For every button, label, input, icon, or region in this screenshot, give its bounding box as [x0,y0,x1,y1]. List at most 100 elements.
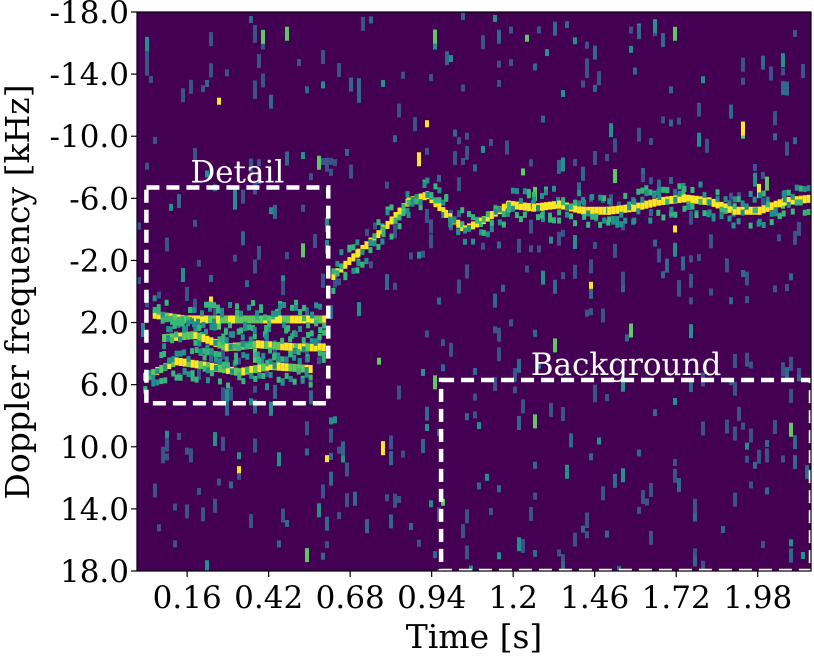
noise-cell [737,406,741,421]
signal-cell [174,357,179,366]
signal-spread-cell [180,315,185,322]
noise-cell [333,159,337,167]
noise-cell [229,481,233,489]
signal-spread-cell [547,216,552,223]
noise-cell [425,406,429,421]
noise-cell [349,164,353,179]
signal-spread-cell [577,200,582,207]
signal-cell [280,362,285,371]
noise-cell [381,79,385,87]
signal-spread-cell [343,271,348,278]
noise-cell [741,121,745,136]
signal-spread-cell [561,197,566,204]
signal-spread-cell [292,378,297,385]
signal-spread-cell [736,196,741,203]
noise-cell [497,552,501,560]
noise-cell [457,279,461,294]
noise-cell [241,189,245,204]
noise-cell [509,59,513,67]
signal-spread-cell [156,308,161,315]
noise-cell [665,258,669,273]
noise-cell [325,455,329,463]
signal-spread-cell [209,324,214,331]
signal-cell [602,206,607,215]
signal-spread-cell [471,238,476,245]
signal-cell [806,194,811,203]
noise-cell [641,489,645,504]
signal-spread-cell [765,196,770,203]
noise-cell [189,79,193,94]
signal-spread-cell [192,307,197,314]
heatmap-cells [137,12,811,571]
noise-cell [461,524,465,539]
noise-cell [649,530,653,545]
signal-spread-cell [216,304,221,311]
signal-cell [208,315,213,324]
signal-spread-cell [777,213,782,220]
signal-spread-cell [313,338,318,345]
noise-cell [321,50,325,65]
signal-spread-cell [317,333,322,340]
signal-spread-cell [213,364,218,371]
signal-cell [636,202,641,211]
signal-cell [723,203,728,212]
noise-cell [369,16,373,24]
signal-spread-cell [539,212,544,219]
signal-cell [577,205,582,214]
noise-cell [197,365,201,380]
noise-cell [673,458,677,466]
noise-cell [565,464,569,472]
noise-cell [593,45,597,60]
noise-cell [465,145,469,160]
signal-spread-cell [636,188,641,195]
noise-cell [733,492,737,507]
signal-cell [162,334,167,343]
noise-cell [201,85,205,93]
noise-cell [253,80,257,95]
signal-cell [202,361,207,370]
noise-cell [153,136,157,144]
noise-cell [493,326,497,334]
signal-spread-cell [397,223,402,230]
noise-cell [765,487,769,495]
signal-spread-cell [278,303,283,310]
signal-spread-cell [178,350,183,357]
signal-spread-cell [611,218,616,225]
signal-spread-cell [241,352,246,359]
noise-cell [337,278,341,286]
signal-cell [293,343,298,352]
noise-cell [213,432,217,447]
signal-spread-cell [213,356,218,363]
signal-spread-cell [193,339,198,346]
x-tick-label: 0.68 [316,580,385,616]
signal-spread-cell [406,211,411,218]
signal-spread-cell [257,372,262,379]
signal-spread-cell [806,185,811,192]
annotation-label-detail: Detail [190,154,284,190]
signal-spread-cell [205,367,210,374]
signal-spread-cell [707,209,712,216]
noise-cell [269,207,273,215]
noise-cell [645,498,649,506]
signal-cell [501,203,506,212]
signal-cell [573,204,578,213]
signal-cell [748,206,753,215]
annotation-boxes: Detail Background [144,154,814,574]
signal-spread-cell [228,301,233,308]
noise-cell [593,242,597,250]
signal-cell [193,330,198,339]
signal-cell [235,315,240,324]
noise-cell [793,455,797,470]
signal-spread-cell [535,214,540,221]
noise-cell [581,166,585,181]
signal-spread-cell [245,353,250,360]
signal-spread-cell [202,365,207,372]
noise-cell [233,195,237,210]
signal-cell [243,315,248,324]
signal-spread-cell [229,368,234,375]
noise-cell [761,197,765,212]
signal-spread-cell [406,199,411,206]
signal-cell [619,205,624,214]
signal-spread-cell [186,371,191,378]
signal-spread-cell [410,196,415,203]
